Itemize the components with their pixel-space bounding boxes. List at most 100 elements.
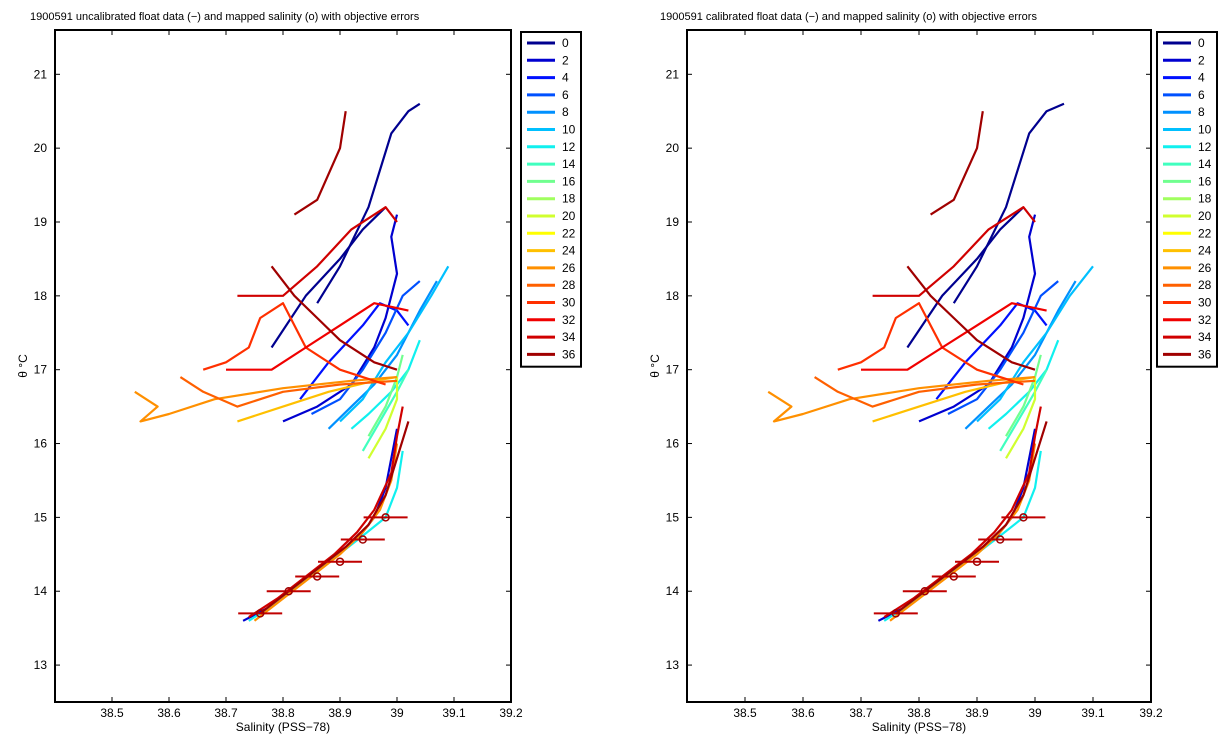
x-tick-label: 39.2 xyxy=(1139,706,1163,720)
series-line-10 xyxy=(976,265,1094,423)
x-tick-label: 38.6 xyxy=(791,706,815,720)
series-line-28 xyxy=(179,376,398,408)
series-line-8 xyxy=(964,280,1077,430)
series-line-2 xyxy=(282,214,399,423)
series-line-20 xyxy=(367,377,399,459)
legend-label-18: 18 xyxy=(1198,192,1212,206)
mapped-salinity-marker xyxy=(255,609,265,618)
legend-label-24: 24 xyxy=(1198,244,1212,258)
y-tick-label: 16 xyxy=(666,437,680,451)
series-line-32 xyxy=(861,302,1047,371)
series-line-24 xyxy=(872,376,1036,423)
legend-label-22: 22 xyxy=(1198,226,1212,240)
x-tick-label: 39.1 xyxy=(442,706,466,720)
series-line-6 xyxy=(310,280,421,415)
series-line-36 xyxy=(930,111,984,216)
series-line-20 xyxy=(1005,377,1037,459)
legend-label-14: 14 xyxy=(562,157,576,171)
legend-label-26: 26 xyxy=(562,261,576,275)
x-tick-label: 38.8 xyxy=(907,706,931,720)
mapped-salinity-marker xyxy=(920,586,930,596)
chart-panel-1: 1900591 uncalibrated float data (−) and … xyxy=(16,11,582,734)
y-tick-label: 14 xyxy=(666,584,680,598)
legend-label-28: 28 xyxy=(562,278,576,292)
series-line-32 xyxy=(226,302,409,371)
mapped-salinity-marker xyxy=(284,586,293,596)
y-tick-label: 13 xyxy=(666,658,680,672)
series-line-12 xyxy=(248,450,404,622)
legend-label-16: 16 xyxy=(562,174,576,188)
legend-label-32: 32 xyxy=(1198,313,1212,327)
series-line-10 xyxy=(339,265,450,423)
series-line-0 xyxy=(906,206,1025,349)
series-line-34 xyxy=(237,206,398,297)
series-line-16 xyxy=(367,354,404,437)
legend-label-8: 8 xyxy=(1198,105,1205,119)
series-line-0 xyxy=(270,206,387,349)
y-tick-label: 18 xyxy=(666,289,680,303)
series-line-6 xyxy=(947,280,1059,415)
legend-label-22: 22 xyxy=(562,226,576,240)
legend-label-20: 20 xyxy=(562,209,576,223)
x-tick-label: 39.1 xyxy=(1081,706,1105,720)
series-line-30 xyxy=(837,302,1024,386)
chart-title: 1900591 calibrated float data (−) and ma… xyxy=(660,11,1037,23)
x-tick-label: 38.7 xyxy=(214,706,238,720)
x-tick-label: 39 xyxy=(390,706,404,720)
y-axis-label: θ °C xyxy=(648,354,662,378)
legend-label-2: 2 xyxy=(1198,53,1205,67)
legend-label-6: 6 xyxy=(562,88,569,102)
mapped-salinity-marker xyxy=(972,557,982,566)
legend-label-16: 16 xyxy=(1198,174,1212,188)
plot-area xyxy=(134,102,450,622)
plot-frame xyxy=(686,29,1152,703)
legend-label-14: 14 xyxy=(1198,157,1212,171)
x-tick-label: 38.8 xyxy=(271,706,295,720)
plot-frame xyxy=(54,29,512,703)
mapped-salinity-marker xyxy=(381,513,390,522)
series-line-2 xyxy=(918,214,1037,423)
series-line-24 xyxy=(237,376,398,423)
legend-label-36: 36 xyxy=(562,347,576,361)
series-line-4 xyxy=(299,302,410,400)
x-tick-label: 38.7 xyxy=(849,706,873,720)
series-line-26 xyxy=(767,376,1036,423)
legend-label-18: 18 xyxy=(562,192,576,206)
legend-label-36: 36 xyxy=(1198,347,1212,361)
series-line-16 xyxy=(1005,354,1042,437)
series-line-36 xyxy=(293,111,347,216)
series-line-14 xyxy=(361,369,410,452)
plot-area xyxy=(767,102,1094,622)
x-tick-label: 39.2 xyxy=(499,706,523,720)
legend-label-28: 28 xyxy=(1198,278,1212,292)
legend-label-10: 10 xyxy=(1198,123,1212,137)
x-tick-label: 38.5 xyxy=(100,706,124,720)
series-line-0 xyxy=(316,102,421,304)
chart-panel-2: 1900591 calibrated float data (−) and ma… xyxy=(648,11,1218,734)
y-tick-label: 15 xyxy=(34,510,48,524)
series-line-26 xyxy=(253,443,399,622)
y-tick-label: 13 xyxy=(34,658,48,672)
y-tick-label: 15 xyxy=(666,510,680,524)
legend-label-12: 12 xyxy=(562,140,576,154)
x-tick-label: 39 xyxy=(1028,706,1042,720)
legend-label-30: 30 xyxy=(562,296,576,310)
series-line-26 xyxy=(889,443,1037,622)
chart-title: 1900591 uncalibrated float data (−) and … xyxy=(30,11,420,23)
y-tick-label: 19 xyxy=(666,215,680,229)
x-axis-label: Salinity (PSS−78) xyxy=(872,720,966,734)
mapped-salinity-marker xyxy=(312,572,322,581)
x-tick-label: 38.6 xyxy=(157,706,181,720)
y-tick-label: 20 xyxy=(666,141,680,155)
legend-label-34: 34 xyxy=(1198,330,1212,344)
mapped-salinity-marker xyxy=(1019,513,1028,522)
y-tick-label: 16 xyxy=(34,437,48,451)
legend-label-0: 0 xyxy=(1198,36,1205,50)
x-tick-label: 38.9 xyxy=(965,706,989,720)
y-tick-label: 21 xyxy=(666,67,680,81)
legend-label-34: 34 xyxy=(562,330,576,344)
series-line-34 xyxy=(872,206,1036,297)
